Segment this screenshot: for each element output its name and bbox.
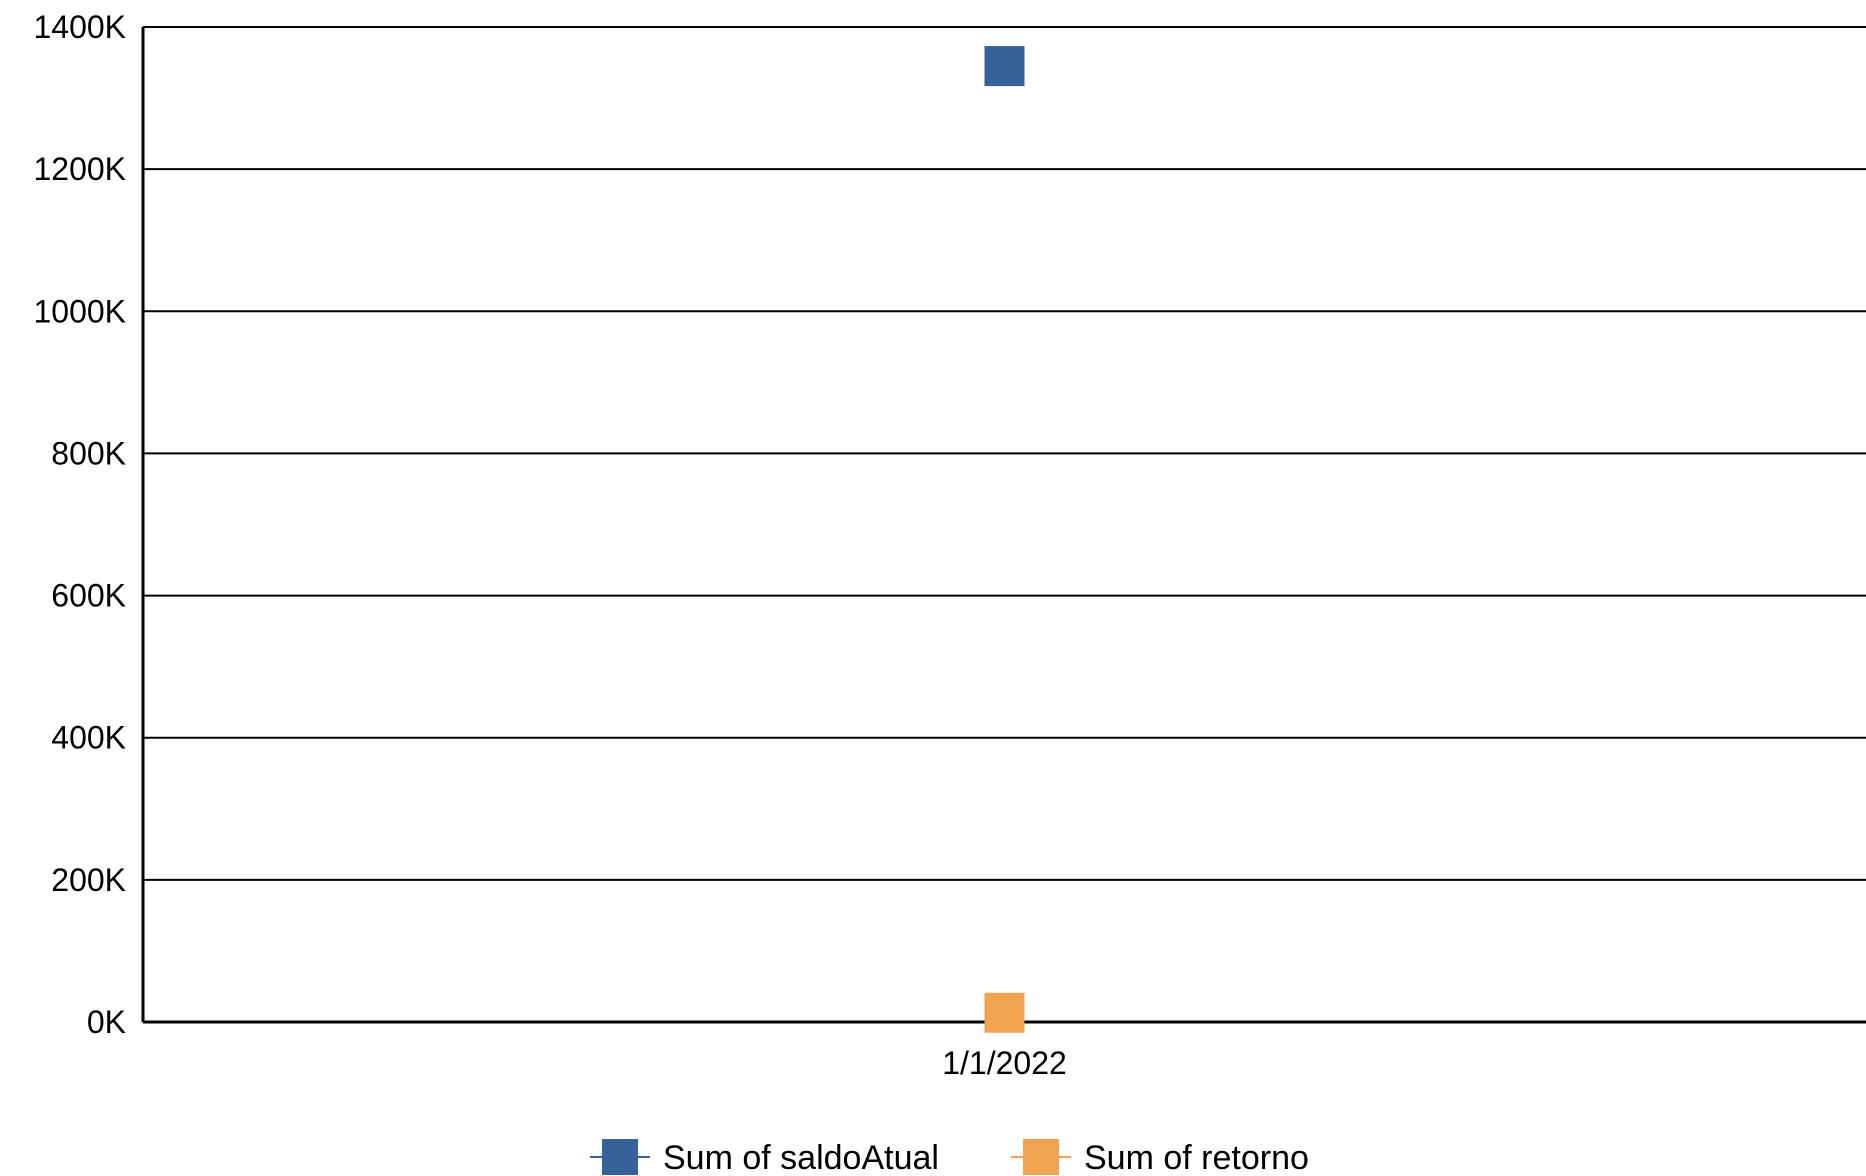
data-points — [984, 46, 1025, 1033]
data-point-saldoatual — [984, 46, 1025, 87]
legend-label: Sum of saldoAtual — [663, 1139, 939, 1176]
gridlines — [143, 26, 1866, 881]
x-axis-tick-labels: 1/1/2022 — [942, 1045, 1067, 1081]
y-tick-label: 0K — [87, 1004, 126, 1040]
y-axis-tick-labels: 0K 200K 400K 600K 800K 1000K 1200K 1400K — [33, 9, 126, 1040]
y-tick-label: 600K — [51, 578, 126, 614]
legend-swatch — [602, 1139, 638, 1175]
y-tick-label: 400K — [51, 720, 126, 756]
legend-item: Sum of saldoAtual — [590, 1139, 939, 1176]
legend-item: Sum of retorno — [1011, 1139, 1309, 1176]
x-tick-label: 1/1/2022 — [942, 1045, 1067, 1081]
legend-swatch — [1023, 1139, 1059, 1175]
data-point-retorno — [984, 992, 1025, 1033]
legend: Sum of saldoAtual Sum of retorno — [590, 1139, 1309, 1176]
legend-label: Sum of retorno — [1084, 1139, 1309, 1176]
y-tick-label: 200K — [51, 862, 126, 898]
y-tick-label: 1000K — [33, 293, 126, 329]
y-tick-label: 1400K — [33, 9, 126, 45]
y-tick-label: 1200K — [33, 151, 126, 187]
y-tick-label: 800K — [51, 435, 126, 471]
